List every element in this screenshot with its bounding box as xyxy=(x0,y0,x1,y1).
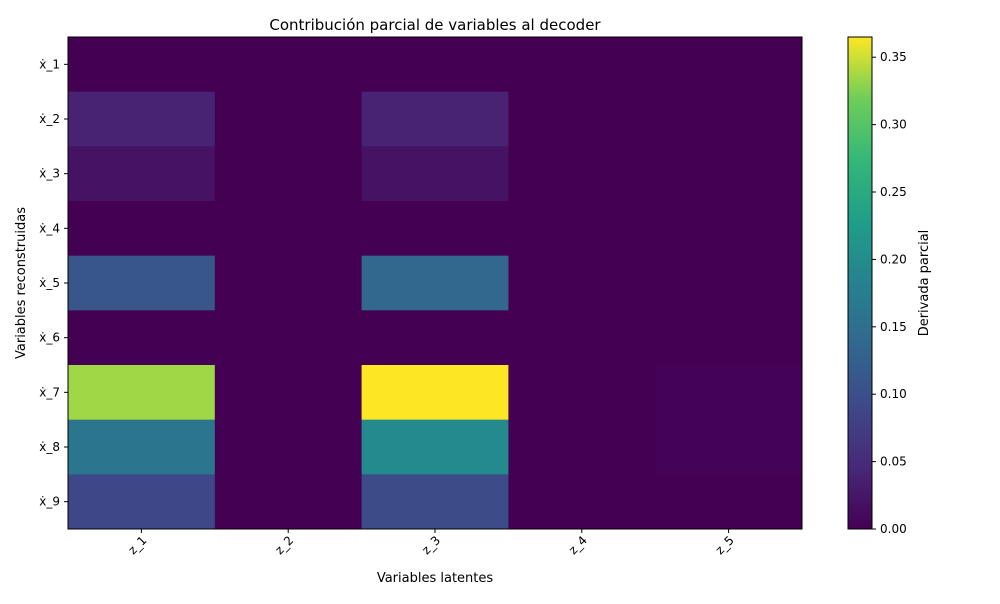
heatmap-cell-5-5 xyxy=(655,255,803,311)
y-tick-label: ẋ_2 xyxy=(39,112,60,126)
heatmap-cell-8-3 xyxy=(361,419,509,475)
heatmap-cell-5-1 xyxy=(68,255,216,311)
colorbar-label: Derivada parcial xyxy=(917,230,932,337)
y-tick-label: ẋ_6 xyxy=(39,331,60,345)
heatmap-cell-9-2 xyxy=(214,474,363,530)
heatmap-cell-6-3 xyxy=(361,310,509,366)
heatmap-cell-2-5 xyxy=(655,91,803,147)
heatmap-cell-5-3 xyxy=(361,255,509,311)
y-tick-label: ẋ_3 xyxy=(39,167,60,181)
heatmap-cell-9-1 xyxy=(68,474,216,530)
x-tick-label: z_4 xyxy=(566,533,590,557)
colorbar-tick-label: 0.00 xyxy=(880,522,907,536)
chart-title: Contribución parcial de variables al dec… xyxy=(269,16,601,34)
heatmap-cell-6-5 xyxy=(655,310,803,366)
heatmap-cell-8-2 xyxy=(214,419,363,475)
colorbar xyxy=(847,36,873,530)
x-tick-label: z_3 xyxy=(419,533,443,557)
heatmap-cell-4-2 xyxy=(214,201,363,257)
x-tick-label: z_5 xyxy=(713,533,737,557)
y-tick-label: ẋ_9 xyxy=(39,495,60,509)
heatmap-cell-8-1 xyxy=(68,419,216,475)
heatmap-cells xyxy=(68,37,803,530)
colorbar-tick-label: 0.35 xyxy=(880,50,907,64)
heatmap-cell-7-1 xyxy=(68,365,216,421)
x-axis-ticks: z_1 z_2 z_3 z_4 z_5 xyxy=(126,529,737,557)
heatmap-cell-6-2 xyxy=(214,310,363,366)
heatmap-cell-3-3 xyxy=(361,146,509,202)
heatmap-cell-1-5 xyxy=(655,37,803,93)
heatmap-cell-8-5 xyxy=(655,419,803,475)
y-axis-label: Variables reconstruidas xyxy=(14,207,29,359)
x-tick-label: z_2 xyxy=(272,533,296,557)
heatmap-cell-8-4 xyxy=(508,419,656,475)
y-tick-label: ẋ_7 xyxy=(39,385,60,399)
heatmap-cell-1-3 xyxy=(361,37,509,93)
heatmap-cell-1-1 xyxy=(68,37,216,93)
heatmap-cell-2-4 xyxy=(508,91,656,147)
heatmap-cell-7-5 xyxy=(655,365,803,421)
heatmap-cell-2-1 xyxy=(68,91,216,147)
y-tick-label: ẋ_5 xyxy=(39,276,60,290)
colorbar-ticks: 0.00 0.05 0.10 0.15 0.20 0.25 0.30 0.35 xyxy=(872,50,907,536)
heatmap-cell-3-2 xyxy=(214,146,363,202)
heatmap-cell-7-3 xyxy=(361,365,509,421)
colorbar-tick-label: 0.20 xyxy=(880,252,907,266)
heatmap-cell-3-5 xyxy=(655,146,803,202)
y-tick-label: ẋ_1 xyxy=(39,57,60,71)
heatmap-cell-9-4 xyxy=(508,474,656,530)
colorbar-tick-label: 0.25 xyxy=(880,185,907,199)
colorbar-tick-label: 0.05 xyxy=(880,455,907,469)
heatmap-cell-2-2 xyxy=(214,91,363,147)
heatmap-cell-7-4 xyxy=(508,365,656,421)
heatmap-cell-7-2 xyxy=(214,365,363,421)
heatmap-cell-4-1 xyxy=(68,201,216,257)
y-axis-ticks: ẋ_1 ẋ_2 ẋ_3 ẋ_4 ẋ_5 ẋ_6 ẋ_7 ẋ_8 ẋ_9 xyxy=(39,57,68,509)
x-tick-label: z_1 xyxy=(126,533,150,557)
heatmap-cell-4-3 xyxy=(361,201,509,257)
heatmap-cell-6-1 xyxy=(68,310,216,366)
heatmap-cell-1-4 xyxy=(508,37,656,93)
heatmap-cell-1-2 xyxy=(214,37,363,93)
heatmap-cell-3-1 xyxy=(68,146,216,202)
colorbar-tick-label: 0.10 xyxy=(880,387,907,401)
heatmap-cell-6-4 xyxy=(508,310,656,366)
heatmap-cell-4-4 xyxy=(508,201,656,257)
colorbar-tick-label: 0.15 xyxy=(880,320,907,334)
heatmap-cell-5-4 xyxy=(508,255,656,311)
heatmap-cell-9-3 xyxy=(361,474,509,530)
y-tick-label: ẋ_8 xyxy=(39,440,60,454)
heatmap-cell-3-4 xyxy=(508,146,656,202)
heatmap-cell-4-5 xyxy=(655,201,803,257)
heatmap-cell-9-5 xyxy=(655,474,803,530)
heatmap-cell-2-3 xyxy=(361,91,509,147)
colorbar-tick-label: 0.30 xyxy=(880,118,907,132)
x-axis-label: Variables latentes xyxy=(377,571,494,586)
y-tick-label: ẋ_4 xyxy=(39,221,60,235)
heatmap-cell-5-2 xyxy=(214,255,363,311)
